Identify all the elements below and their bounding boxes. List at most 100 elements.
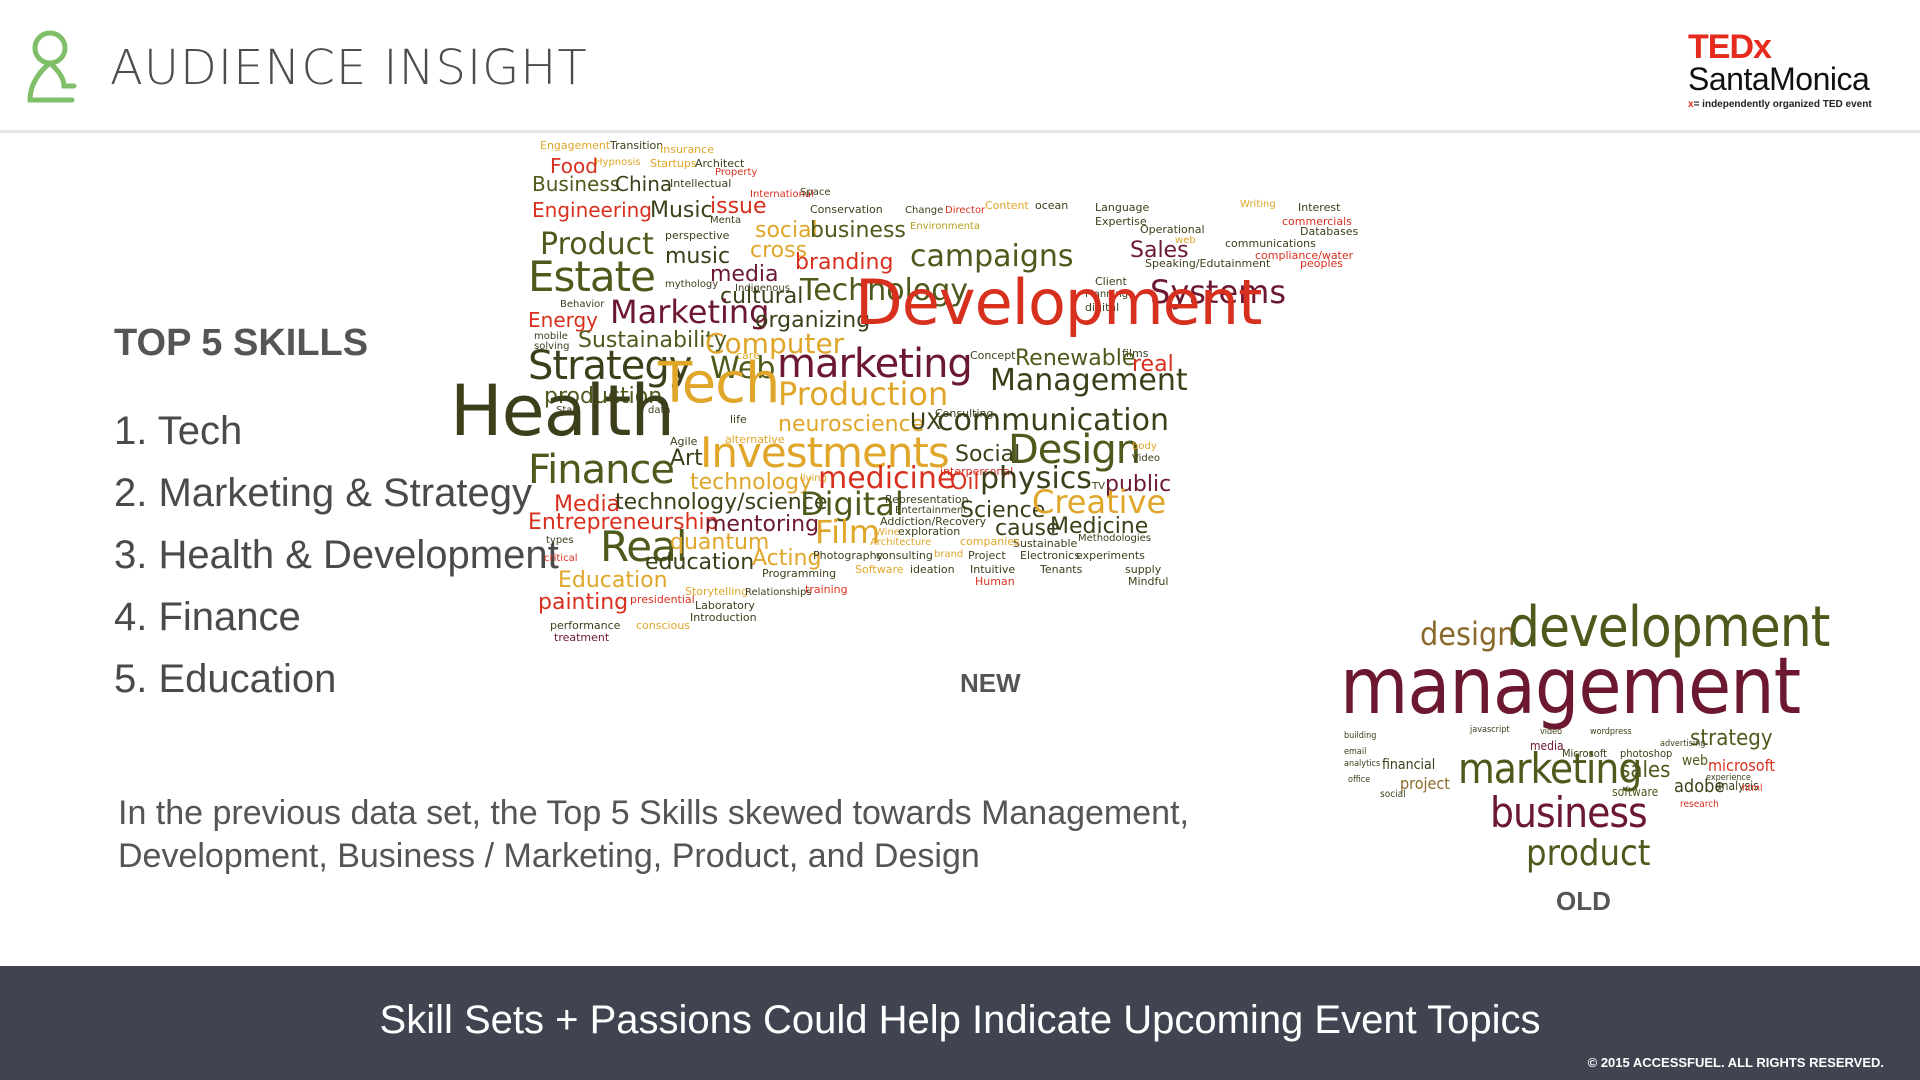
cloud-new-word: Social bbox=[955, 442, 1021, 467]
cloud-new-word: mentoring bbox=[705, 512, 820, 537]
cloud-new-word: TV bbox=[1092, 481, 1105, 492]
cloud-old-word: video bbox=[1540, 727, 1563, 737]
cloud-new-word: Architect bbox=[695, 157, 745, 170]
cloud-new-word: Digital bbox=[800, 485, 904, 523]
cloud-new-word: technology/science bbox=[615, 490, 828, 515]
cloud-new-word: campaigns bbox=[910, 239, 1074, 274]
cloud-new-word: cultural bbox=[720, 284, 804, 309]
cloud-new-word: medicine bbox=[818, 461, 956, 496]
footer-bar: Skill Sets + Passions Could Help Indicat… bbox=[0, 966, 1920, 1080]
word-cloud-new: Engagement Transition Insurance Food Hypnosi… bbox=[450, 140, 1520, 660]
cloud-new-word: commercials bbox=[1282, 215, 1352, 228]
cloud-new-word: training bbox=[805, 583, 848, 596]
cloud-new-word: Storytelling bbox=[685, 585, 749, 598]
cloud-new-word: Relationships bbox=[745, 587, 812, 598]
cloud-new-word: Property bbox=[715, 167, 758, 178]
cloud-new-word: Language bbox=[1095, 201, 1150, 214]
cloud-new-word: Interest bbox=[1298, 201, 1341, 214]
cloud-new-word: marketing bbox=[777, 341, 973, 387]
tedx-logo: TEDx SantaMonica x= independently organi… bbox=[1688, 28, 1888, 110]
cloud-new-word: production bbox=[544, 384, 663, 409]
cloud-old-word: marketing bbox=[1458, 744, 1642, 793]
cloud-new-word: Planning bbox=[1085, 289, 1129, 300]
cloud-new-word: Sustainability bbox=[578, 328, 727, 353]
cloud-new-word: Representation bbox=[885, 493, 969, 506]
cloud-new-word: Music bbox=[650, 198, 713, 223]
cloud-new-word: neuroscience bbox=[778, 412, 925, 437]
cloud-new-word: data bbox=[648, 405, 671, 416]
cloud-new-word: treatment bbox=[554, 631, 610, 644]
cloud-new-word: Environmenta bbox=[910, 221, 980, 232]
cloud-new-word: performance bbox=[550, 619, 621, 632]
cloud-new-word: Photography bbox=[813, 549, 884, 562]
cloud-new-word: technology bbox=[690, 470, 813, 495]
cloud-old-word: wordpress bbox=[1590, 727, 1632, 737]
cloud-new-word: Medicine bbox=[1050, 514, 1149, 539]
cloud-old-word: product bbox=[1526, 833, 1651, 874]
cloud-old-word: software bbox=[1612, 785, 1659, 799]
cloud-new-word: Expertise bbox=[1095, 215, 1147, 228]
cloud-new-word: consulting bbox=[876, 549, 933, 562]
cloud-old-word: development bbox=[1508, 595, 1830, 660]
cloud-new-word: Change bbox=[905, 205, 944, 216]
cloud-new-word: solving bbox=[534, 341, 570, 352]
cloud-new-word: body bbox=[1132, 441, 1157, 452]
cloud-new-word: cause bbox=[995, 516, 1060, 541]
cloud-new-word: Computer bbox=[705, 327, 845, 360]
cloud-new-word: life bbox=[730, 413, 747, 426]
cloud-new-word: Real bbox=[600, 522, 688, 571]
cloud-new-word: perspective bbox=[665, 229, 730, 242]
cloud-old-word: business bbox=[1490, 788, 1648, 837]
cloud-new-word: exploration bbox=[898, 525, 961, 538]
cloud-old-word: photoshop bbox=[1620, 747, 1673, 760]
cloud-new-word: Engineering bbox=[532, 198, 652, 222]
cloud-new-word: Creative bbox=[1032, 483, 1167, 521]
cloud-new-word: care bbox=[736, 349, 760, 362]
cloud-new-word: business bbox=[810, 218, 906, 243]
cloud-new-word: Conservation bbox=[810, 203, 883, 216]
cloud-new-word: Client bbox=[1095, 275, 1127, 288]
cloud-new-word: living bbox=[800, 473, 827, 484]
cloud-old-word: analysis bbox=[1715, 779, 1759, 793]
cloud-new-word: Programming bbox=[762, 567, 837, 580]
cloud-old-word: experience bbox=[1706, 773, 1751, 783]
cloud-old-word: email bbox=[1344, 747, 1367, 757]
cloud-new-word: Science bbox=[960, 498, 1046, 523]
cloud-new-word: Food bbox=[550, 154, 598, 178]
cloud-new-word: Startups bbox=[650, 157, 697, 170]
cloud-old-word: financial bbox=[1382, 757, 1436, 773]
cloud-new-word: Media bbox=[554, 492, 621, 517]
cloud-new-word: Wine bbox=[875, 527, 900, 538]
cloud-old-word: building bbox=[1344, 731, 1377, 741]
tedx-brand: TEDx bbox=[1688, 28, 1772, 66]
cloud-new-word: digital bbox=[1085, 301, 1120, 314]
cloud-new-word: social bbox=[755, 218, 818, 243]
person-outline-icon bbox=[27, 30, 77, 103]
cloud-new-word: Space bbox=[800, 187, 831, 198]
cloud-old-word: project bbox=[1400, 774, 1450, 793]
cloud-new-word: communications bbox=[1225, 237, 1316, 250]
cloud-new-word: Menta bbox=[710, 215, 742, 226]
cloud-old-word: analytics bbox=[1344, 759, 1381, 769]
cloud-new-word: Education bbox=[558, 568, 668, 593]
cloud-new-word: Addiction/Recovery bbox=[880, 515, 987, 528]
cloud-new-word: Start bbox=[556, 405, 581, 416]
cloud-new-word: Mindful bbox=[1128, 575, 1169, 588]
cloud-new-word: Concept bbox=[970, 349, 1016, 362]
cloud-new-word: compliance/water bbox=[1255, 249, 1354, 262]
cloud-new-word: Film bbox=[815, 513, 881, 551]
cloud-new-word: cross bbox=[750, 238, 808, 263]
cloud-new-word: Entrepreneurship bbox=[528, 510, 719, 535]
cloud-old-word: design bbox=[1420, 615, 1516, 653]
cloud-new-word: Engagement bbox=[540, 139, 611, 152]
cloud-new-word: films bbox=[1122, 347, 1149, 360]
cloud-new-word: peoples bbox=[1300, 257, 1344, 270]
skills-heading: TOP 5 SKILLS bbox=[114, 322, 369, 364]
cloud-new-word: Introduction bbox=[690, 611, 757, 624]
page-title: AUDIENCE INSIGHT bbox=[110, 40, 588, 96]
cloud-new-word: media bbox=[710, 262, 779, 287]
cloud-old-word: media bbox=[1530, 739, 1564, 753]
cloud-new-word: Video bbox=[1132, 453, 1161, 464]
cloud-old-word: office bbox=[1348, 775, 1371, 785]
cloud-new-word: Tenants bbox=[1040, 563, 1083, 576]
